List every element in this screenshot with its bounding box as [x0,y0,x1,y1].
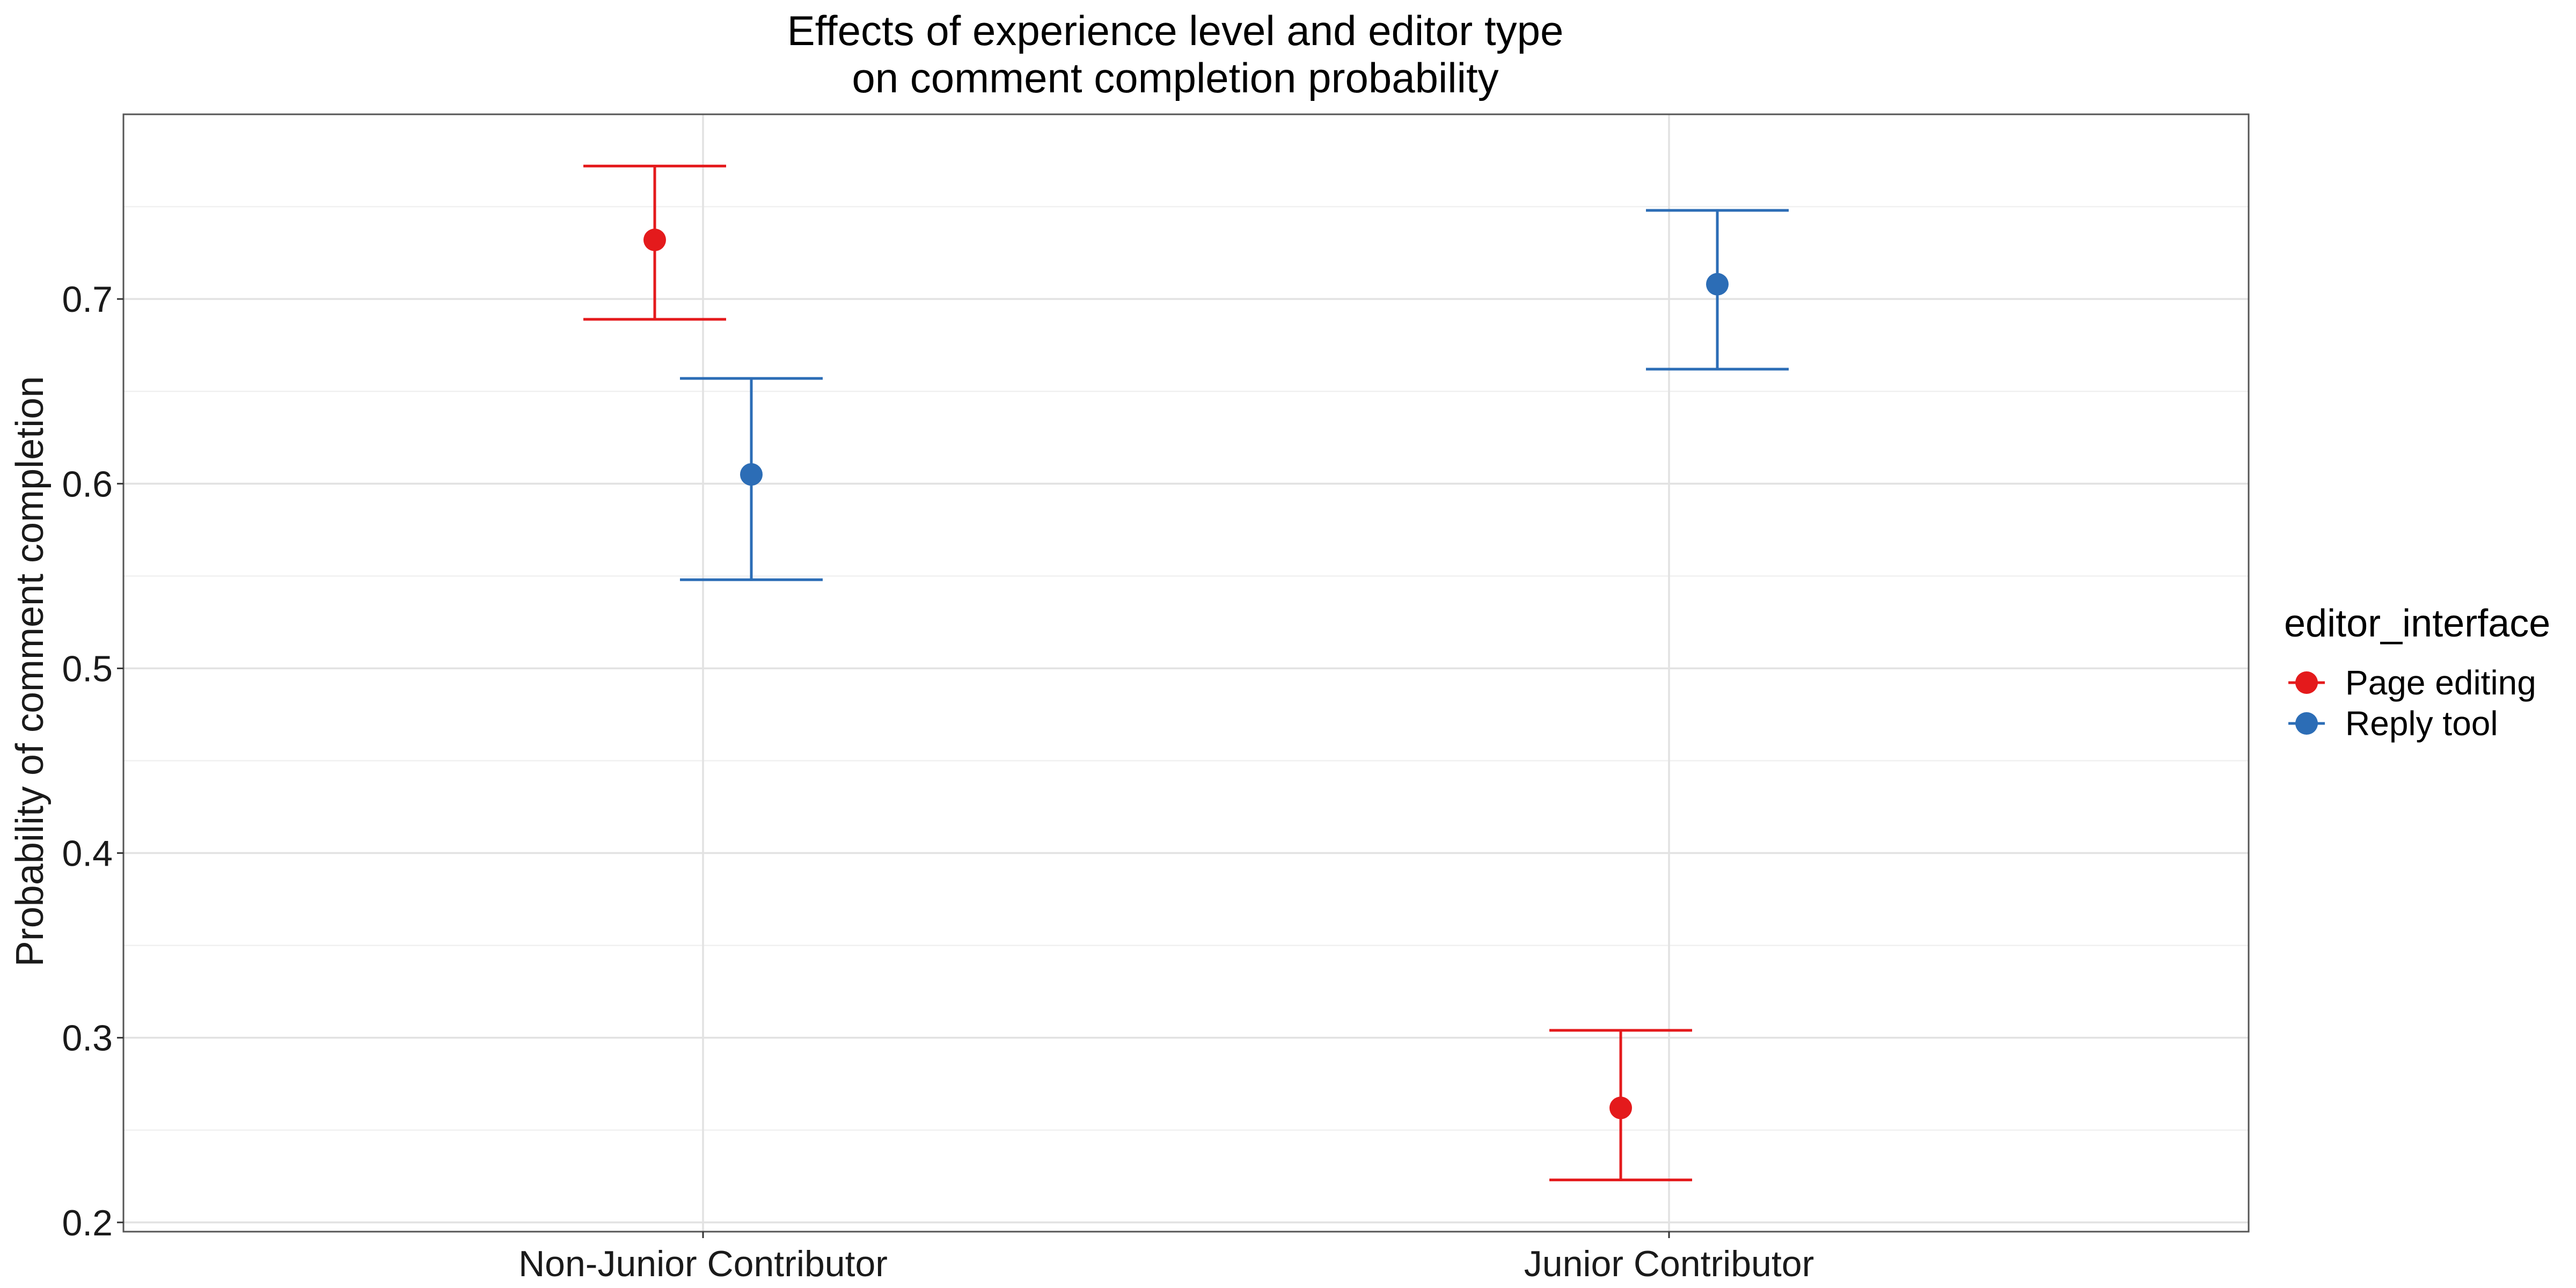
panel-border [122,113,2250,1233]
legend-item: Page editing [2288,663,2536,702]
y-tick-label: 0.4 [62,833,113,874]
legend-key-point [2295,712,2318,735]
y-tick-label: 0.2 [62,1203,113,1243]
y-tick-label: 0.5 [62,648,113,689]
estimate-point [740,463,763,486]
x-tick-label: Junior Contributor [1524,1243,1814,1284]
y-tick-label: 0.3 [62,1018,113,1059]
grid-lines [123,114,2249,1232]
legend-key-point [2295,671,2318,694]
chart-title-line1: Effects of experience level and editor t… [787,7,1564,54]
axes: 0.2 0.3 0.4 0.5 0.6 0.7 Non-Junior Contributor… [62,113,2250,1284]
legend-item: Reply tool [2288,704,2498,743]
estimate-point [643,229,666,252]
y-tick-label: 0.7 [62,279,113,320]
y-tick-label: 0.6 [62,464,113,504]
estimate-point [1706,273,1729,296]
error-bars [583,164,1789,1182]
legend-label: Page editing [2345,663,2536,702]
estimate-point [1609,1096,1632,1119]
y-axis-title: Probability of comment completion [9,376,52,967]
legend-label: Reply tool [2345,704,2498,743]
legend-title: editor_interface [2284,602,2550,645]
chart-title-line2: on comment completion probability [852,54,1498,101]
x-tick-label: Non-Junior Contributor [518,1243,888,1284]
